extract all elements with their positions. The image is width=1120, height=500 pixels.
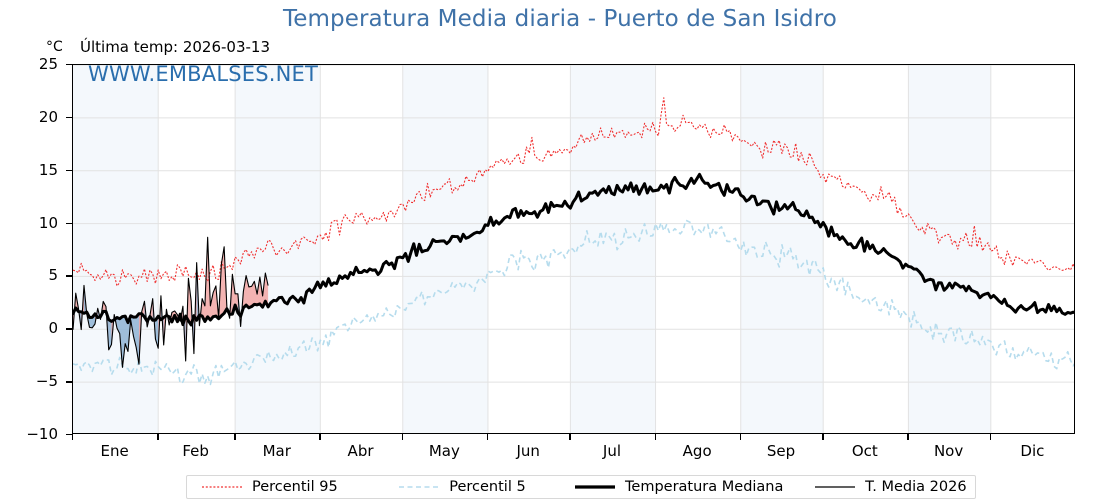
chart-plot-area [72, 64, 1075, 434]
last-temp-label: Última temp: 2026-03-13 [80, 38, 271, 56]
chart-legend: Percentil 95 Percentil 5 Temperatura Media… [186, 475, 976, 499]
x-axis-tick-label-nov: Nov [933, 442, 964, 460]
x-axis-tick-label-may: May [428, 442, 460, 460]
legend-item-percentil-5[interactable]: Percentil 5 [392, 479, 568, 495]
y-axis-tick-mark [66, 434, 72, 436]
legend-item-percentil-95[interactable]: Percentil 95 [187, 479, 392, 495]
x-axis-tick-mark [72, 434, 74, 440]
x-axis-tick-mark [907, 434, 909, 440]
y-axis-tick-label: −5 [35, 372, 58, 391]
x-axis-tick-label-abr: Abr [347, 442, 374, 460]
x-axis-tick-mark [822, 434, 824, 440]
x-axis-tick-mark [157, 434, 159, 440]
watermark-label: WWW.EMBALSES.NET [88, 62, 319, 86]
x-axis-tick-mark [401, 434, 404, 440]
y-axis-tick-label: −10 [26, 425, 58, 443]
legend-line-swatch [398, 481, 440, 493]
x-axis-tick-label-jun: Jun [516, 442, 540, 460]
x-axis-tick-mark [486, 434, 489, 440]
x-axis-tick-label-oct: Oct [851, 442, 878, 460]
y-axis-tick-mark [66, 169, 72, 172]
y-axis-tick-label: 20 [38, 107, 58, 126]
x-axis-tick-label-dic: Dic [1020, 442, 1045, 460]
chart-canvas [73, 65, 1074, 433]
legend-line-swatch [814, 481, 856, 493]
y-axis-tick-label: 15 [38, 160, 58, 179]
x-axis-tick-label-jul: Jul [602, 442, 622, 460]
x-axis-tick-label-feb: Feb [182, 442, 209, 460]
x-axis-tick-label-mar: Mar [262, 442, 291, 460]
y-axis-tick-mark [66, 275, 72, 277]
x-axis-tick-label-ago: Ago [682, 442, 712, 460]
y-axis-tick-label: 10 [38, 213, 58, 232]
legend-line-swatch [574, 481, 616, 493]
y-axis-unit-label: °C [46, 39, 63, 55]
x-axis-tick-mark [739, 434, 742, 440]
legend-item-label: Percentil 95 [252, 479, 338, 495]
x-axis-tick-label-sep: Sep [766, 442, 796, 460]
y-axis-tick-mark [66, 328, 72, 330]
y-axis-tick-mark [66, 64, 72, 66]
y-axis-tick-mark [66, 116, 72, 119]
legend-item-label: T. Media 2026 [865, 479, 967, 495]
page-title: Temperatura Media diaria - Puerto de San… [283, 6, 837, 32]
x-axis-tick-mark [319, 434, 321, 440]
x-axis-tick-mark [234, 434, 236, 440]
legend-item-label: Percentil 5 [449, 479, 526, 495]
x-axis-tick-mark [569, 434, 571, 440]
y-axis-tick-label: 5 [48, 266, 58, 285]
legend-line-swatch [201, 481, 243, 493]
x-axis-tick-mark [989, 434, 992, 440]
y-axis-tick-mark [66, 222, 72, 224]
x-axis-tick-label-ene: Ene [100, 442, 129, 460]
y-axis-tick-mark [66, 381, 72, 383]
x-axis-tick-mark [654, 434, 656, 440]
legend-item-label: Temperatura Mediana [625, 479, 784, 495]
y-axis-tick-label: 25 [38, 55, 58, 73]
y-axis-tick-label: 0 [48, 319, 58, 338]
legend-item-temperatura-mediana[interactable]: Temperatura Mediana [568, 479, 808, 495]
legend-item-t-media-2026[interactable]: T. Media 2026 [808, 479, 975, 495]
